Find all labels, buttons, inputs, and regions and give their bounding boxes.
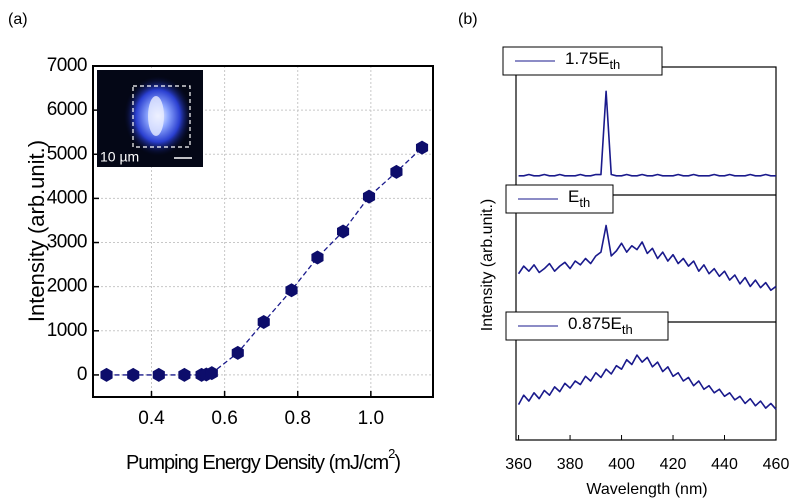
- y-tick-label: 7000: [47, 55, 87, 76]
- x-axis-label-text: Pumping Energy Density (mJ/cm: [126, 452, 389, 474]
- x-tick-label: 420: [660, 456, 687, 473]
- x-tick-label: 0.8: [285, 408, 311, 429]
- legend-subscript: th: [609, 57, 620, 72]
- data-marker: [100, 367, 113, 382]
- legend-subscript: th: [579, 195, 590, 210]
- data-marker: [231, 345, 244, 360]
- x-tick-label: 400: [608, 456, 635, 473]
- x-tick-label: 380: [557, 456, 584, 473]
- legend-subscript: th: [622, 322, 633, 337]
- scale-bar-label: 10 µm: [100, 149, 139, 165]
- data-marker: [337, 224, 350, 239]
- y-tick-label: 0: [77, 364, 87, 385]
- y-tick-label: 2000: [47, 276, 87, 297]
- data-marker: [415, 140, 429, 155]
- plot-frame: [515, 66, 777, 441]
- legend-label: 1.75Eth: [565, 49, 620, 72]
- y-tick-label: 3000: [47, 232, 87, 253]
- panel-label: (a): [8, 11, 28, 28]
- data-marker: [390, 164, 403, 179]
- x-axis-label: Pumping Energy Density (mJ/cm2): [126, 446, 400, 474]
- y-axis-label: Intensity (arb.unit.): [24, 140, 49, 322]
- x-tick-label: 1.0: [358, 408, 384, 429]
- data-marker: [257, 314, 270, 329]
- data-line: [106, 147, 423, 376]
- y-tick-label: 5000: [47, 143, 87, 164]
- legend-name: 0.875E: [568, 314, 622, 333]
- data-marker: [178, 367, 191, 382]
- y-axis-label: Intensity (arb.unit.): [479, 199, 496, 332]
- legend-label: Eth: [568, 187, 590, 210]
- x-axis-label-sup: 2: [388, 446, 395, 461]
- y-tick-label: 1000: [47, 320, 87, 341]
- spectrum: [518, 90, 776, 177]
- x-tick-label: 0.6: [211, 408, 237, 429]
- y-tick-label: 6000: [47, 99, 87, 120]
- legend-name: E: [568, 187, 579, 206]
- panel-label: (b): [458, 11, 478, 28]
- inset-core: [148, 96, 164, 136]
- data-marker: [205, 366, 218, 381]
- x-axis-label-end: ): [394, 452, 400, 474]
- data-marker: [362, 189, 376, 204]
- spectrum: [517, 354, 777, 410]
- x-tick-label: 460: [763, 456, 790, 473]
- data-marker: [152, 367, 165, 382]
- legend-label: 0.875Eth: [568, 314, 633, 337]
- data-marker: [311, 250, 324, 265]
- x-axis-label: Wavelength (nm): [586, 481, 707, 498]
- data-marker: [127, 367, 140, 382]
- data-marker: [285, 283, 298, 298]
- spectrum: [517, 224, 777, 292]
- x-tick-label: 360: [505, 456, 532, 473]
- x-tick-label: 0.4: [138, 408, 165, 429]
- plot-frame: [92, 65, 434, 398]
- x-tick-label: 440: [711, 456, 738, 473]
- inset-box: [132, 85, 191, 148]
- y-tick-label: 4000: [47, 187, 87, 208]
- legend-name: 1.75E: [565, 49, 609, 68]
